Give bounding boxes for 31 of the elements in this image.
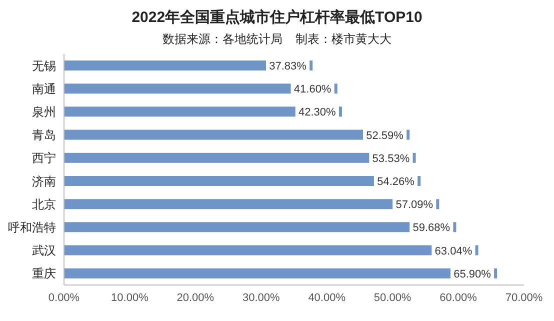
x-tick-label: 60.00% [440,292,478,304]
y-tick-label: 无锡 [32,58,56,73]
x-tick-label: 50.00% [374,292,412,304]
data-label: 52.59% [366,130,404,142]
data-label: 42.30% [298,106,336,119]
data-label: 41.60% [294,84,332,96]
y-tick-label: 泉州 [32,105,56,120]
data-label: 59.68% [412,222,450,234]
data-label: 63.04% [434,245,472,258]
x-tick-label: 70.00% [505,292,543,304]
y-tick-label: 青岛 [32,128,56,142]
y-tick-label: 南通 [32,82,56,96]
data-label: 54.26% [377,176,415,188]
x-tick-label: 30.00% [242,292,280,304]
y-tick-label: 重庆 [32,266,56,281]
x-tick-label: 0.00% [48,292,80,304]
x-tick-label: 20.00% [176,292,214,304]
x-tick-label: 40.00% [308,292,346,304]
chart-title: 2022年全国重点城市住户杠杆率最低TOP10 [130,8,424,27]
chart-subtitle: 数据来源：各地统计局 制表：楼市黄大大 [161,31,393,48]
data-label: 65.90% [454,268,492,280]
y-tick-label: 济南 [32,174,56,188]
y-tick-label: 北京 [32,197,56,212]
data-label: 37.83% [269,60,307,72]
data-label: 57.09% [396,199,434,212]
y-tick-label: 武汉 [32,244,56,258]
data-label: 53.53% [372,152,410,165]
y-tick-label: 呼和浩特 [8,220,56,235]
x-tick-label: 10.00% [111,292,149,304]
bar [64,268,498,278]
y-tick-label: 西宁 [32,151,56,166]
